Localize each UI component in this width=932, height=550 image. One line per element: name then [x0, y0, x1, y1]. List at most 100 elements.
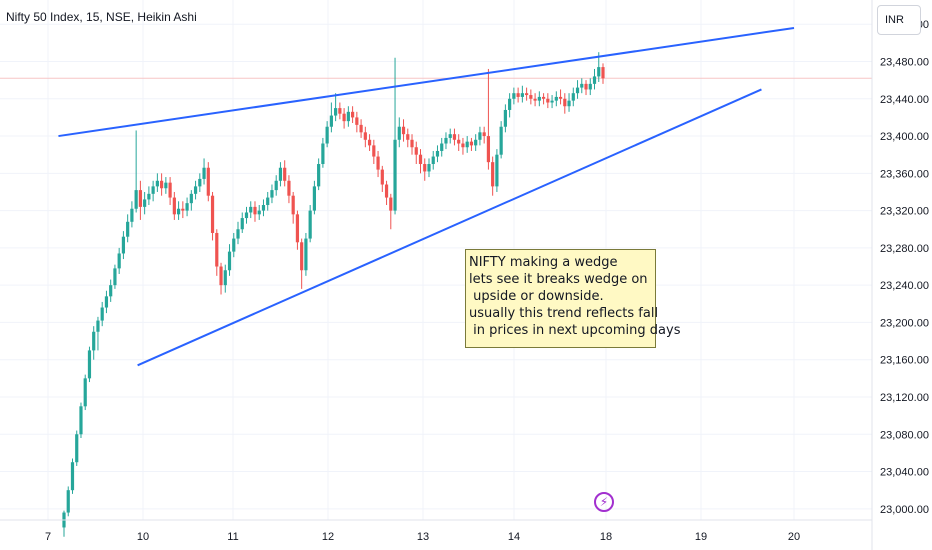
- trendlines-layer: [58, 26, 795, 367]
- candle-body: [287, 180, 291, 196]
- candle-body: [227, 251, 232, 271]
- candle-body: [503, 109, 507, 127]
- candle-body: [321, 143, 325, 165]
- candle-body: [87, 350, 92, 379]
- candle-body: [474, 139, 478, 146]
- candle-body: [541, 96, 546, 99]
- candle-body: [452, 134, 457, 140]
- candle-body: [376, 156, 380, 170]
- candle-body: [244, 212, 249, 219]
- candle-body: [104, 296, 109, 308]
- currency-button[interactable]: INR: [877, 5, 921, 35]
- candle-body: [155, 180, 159, 187]
- y-tick-label: 23,400.00: [880, 131, 929, 143]
- candle-body: [185, 203, 189, 211]
- candle-body: [257, 210, 261, 215]
- candle-body: [444, 137, 448, 144]
- trendline-lower: [137, 88, 762, 367]
- candle-body: [491, 162, 495, 187]
- candle-body: [558, 96, 563, 99]
- candle-body: [181, 208, 185, 211]
- candle-body: [537, 96, 541, 101]
- price-axis[interactable]: 23,000.00 23,040.00 23,080.00 23,120.00 23,1…: [880, 19, 929, 516]
- candle-body: [215, 232, 219, 267]
- candle-body: [278, 167, 283, 181]
- y-tick-label: 23,240.00: [880, 280, 929, 292]
- candle-body: [469, 141, 474, 146]
- lightning-bolt-icon[interactable]: ⚡: [594, 492, 614, 512]
- candle-body: [147, 193, 151, 200]
- x-tick-label: 19: [695, 531, 707, 543]
- candle-body: [249, 206, 253, 213]
- candle-body: [202, 167, 206, 179]
- candle-body: [465, 141, 469, 148]
- candle-body: [389, 197, 393, 211]
- candle-body: [512, 93, 516, 99]
- x-tick-label: 20: [788, 531, 800, 543]
- candle-body: [550, 100, 554, 103]
- candle-body: [325, 126, 329, 144]
- candle-body: [79, 406, 83, 435]
- y-tick-label: 23,480.00: [880, 57, 929, 69]
- y-tick-label: 23,280.00: [880, 243, 929, 255]
- y-tick-label: 23,320.00: [880, 206, 929, 218]
- y-tick-label: 23,120.00: [880, 392, 929, 404]
- candle-body: [571, 93, 575, 101]
- candle-body: [270, 190, 274, 198]
- candle-body: [486, 136, 491, 163]
- candle-body: [198, 178, 202, 187]
- x-tick-label: 12: [322, 531, 334, 543]
- annotation-note[interactable]: NIFTY making a wedge lets see it breaks …: [465, 249, 680, 348]
- candle-body: [334, 108, 338, 116]
- candle-body: [516, 93, 520, 97]
- candle-body: [546, 98, 550, 103]
- candle-body: [304, 238, 308, 271]
- candle-body: [597, 67, 601, 77]
- candle-body: [70, 462, 75, 491]
- candle-body: [100, 307, 104, 321]
- candles-layer: [62, 52, 605, 537]
- candle-body: [367, 139, 372, 146]
- x-tick-label: 18: [600, 531, 612, 543]
- candle-body: [164, 182, 168, 189]
- candle-body: [168, 182, 172, 198]
- candle-body: [575, 87, 580, 94]
- candle-body: [219, 266, 223, 286]
- candle-body: [66, 490, 70, 513]
- candle-body: [431, 156, 435, 165]
- candle-body: [121, 236, 126, 254]
- candle-body: [266, 197, 270, 206]
- x-tick-label: 13: [417, 531, 429, 543]
- candle-body: [189, 193, 193, 204]
- grid-layer: [0, 0, 872, 520]
- candle-body: [232, 238, 236, 252]
- candle-body: [397, 126, 401, 140]
- candle-body: [423, 164, 427, 172]
- trendline-upper: [58, 26, 795, 138]
- y-tick-label: 23,200.00: [880, 317, 929, 329]
- candle-body: [342, 113, 346, 122]
- candle-body: [75, 434, 79, 463]
- candle-body: [151, 186, 155, 194]
- candle-body: [113, 268, 117, 286]
- candle-body: [236, 229, 240, 239]
- candle-body: [508, 98, 512, 110]
- candle-body: [372, 145, 376, 157]
- candle-body: [359, 124, 363, 133]
- candle-body: [206, 167, 210, 196]
- candle-body: [440, 143, 444, 151]
- candle-body: [172, 197, 176, 215]
- candle-body: [308, 210, 312, 239]
- candle-body: [346, 111, 350, 122]
- candle-body: [283, 167, 287, 181]
- time-axis[interactable]: 7 10 11 12 13 14 18 19 20: [45, 531, 800, 543]
- candle-body: [495, 154, 499, 187]
- candle-body: [499, 126, 503, 155]
- candle-body: [350, 111, 355, 118]
- candle-body: [96, 320, 100, 332]
- candle-body: [401, 126, 406, 135]
- candle-body: [83, 378, 87, 407]
- chart-title: Nifty 50 Index, 15, NSE, Heikin Ashi: [6, 10, 197, 24]
- candle-body: [274, 180, 278, 191]
- x-tick-label: 7: [45, 531, 51, 543]
